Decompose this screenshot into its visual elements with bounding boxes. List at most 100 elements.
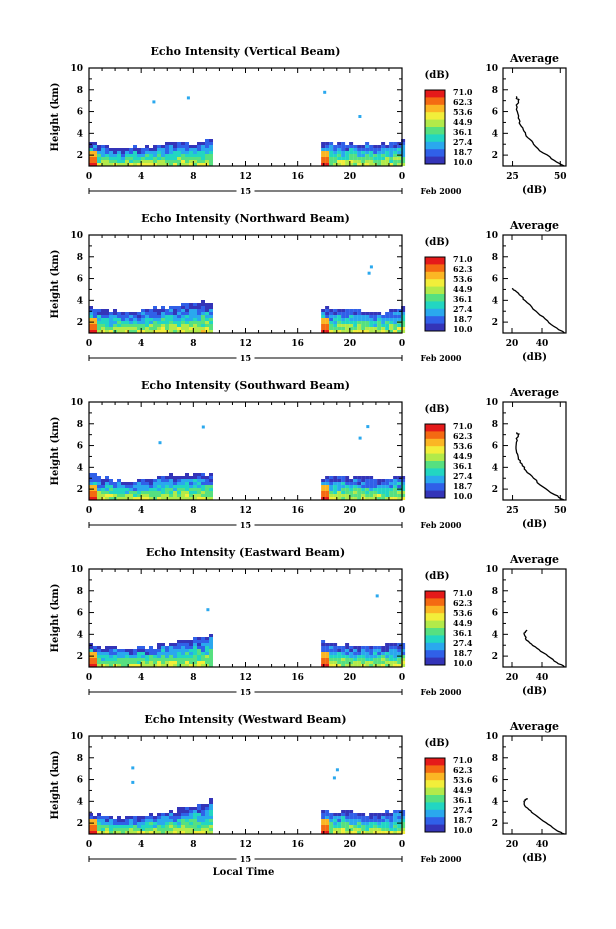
echo-cell xyxy=(117,497,121,500)
echo-cell xyxy=(353,658,358,661)
echo-cell xyxy=(145,315,149,318)
echo-cell xyxy=(341,822,346,825)
echo-cell xyxy=(141,312,145,315)
echo-cell xyxy=(357,485,362,488)
echo-cell xyxy=(185,497,189,500)
echo-cell xyxy=(401,828,406,831)
echo-cell xyxy=(385,643,390,646)
echo-cell xyxy=(401,655,406,658)
echo-cell xyxy=(89,816,93,819)
echo-cell xyxy=(401,324,406,327)
echo-cell xyxy=(369,655,374,658)
echo-cell xyxy=(345,825,350,828)
echo-cell xyxy=(341,497,346,500)
echo-cell xyxy=(377,151,382,154)
average-profile-line xyxy=(511,287,565,334)
echo-cell xyxy=(133,652,137,655)
echo-cell xyxy=(353,828,358,831)
echo-cell xyxy=(129,491,133,494)
echo-cell xyxy=(121,831,125,834)
echo-cell xyxy=(353,646,358,649)
echo-cell xyxy=(141,825,145,828)
echo-cell xyxy=(205,315,209,318)
echo-cell xyxy=(173,157,177,160)
average-profile-line xyxy=(515,96,565,167)
echo-cell xyxy=(193,324,197,327)
echo-cell xyxy=(97,664,101,667)
echo-cell xyxy=(145,822,149,825)
echo-cell xyxy=(173,330,177,333)
echo-cell xyxy=(389,819,394,822)
echo-cell xyxy=(165,160,169,163)
echo-cell xyxy=(345,488,350,491)
echo-cell xyxy=(341,810,346,813)
echo-cell xyxy=(133,488,137,491)
echo-cell xyxy=(349,148,354,151)
echo-cell xyxy=(389,163,394,166)
echo-cell xyxy=(349,816,354,819)
echo-cell xyxy=(337,497,342,500)
panel-2: Echo Intensity (Southward Beam)0 4 8 12 16 20… xyxy=(50,379,567,530)
echo-cell xyxy=(161,318,165,321)
colorbar-label: 10.0 xyxy=(453,825,473,835)
avg-x-label: (dB) xyxy=(522,853,547,864)
heatmap-cells xyxy=(89,265,406,333)
echo-cell xyxy=(153,148,157,151)
echo-cell xyxy=(185,473,189,476)
echo-cell xyxy=(177,497,181,500)
echo-cell xyxy=(321,318,326,321)
x-tick-label: 12 xyxy=(239,673,252,683)
echo-cell xyxy=(109,488,113,491)
echo-cell xyxy=(357,813,362,816)
echo-cell xyxy=(357,661,362,664)
echo-cell xyxy=(341,485,346,488)
echo-cell xyxy=(105,145,109,148)
echo-cell xyxy=(197,312,201,315)
echo-cell xyxy=(397,825,402,828)
echo-cell xyxy=(161,148,165,151)
echo-cell xyxy=(169,321,173,324)
echo-cell xyxy=(193,807,197,810)
echo-cell xyxy=(185,327,189,330)
echo-cell xyxy=(153,324,157,327)
echo-cell xyxy=(121,649,125,652)
echo-cell xyxy=(129,825,133,828)
echo-cell xyxy=(369,649,374,652)
echo-cell xyxy=(157,488,161,491)
echo-cell xyxy=(373,819,378,822)
echo-cell xyxy=(145,163,149,166)
echo-cell xyxy=(157,652,161,655)
echo-cell xyxy=(181,658,185,661)
echo-cell xyxy=(209,828,213,831)
echo-cell xyxy=(129,324,133,327)
colorbar-label: 44.9 xyxy=(453,785,473,795)
echo-cell xyxy=(381,479,386,482)
echo-cell xyxy=(93,822,97,825)
echo-cell xyxy=(353,482,358,485)
echo-cell xyxy=(397,494,402,497)
echo-cell xyxy=(349,160,354,163)
echo-cell xyxy=(325,148,330,151)
echo-cell xyxy=(177,306,181,309)
echo-cell xyxy=(185,652,189,655)
echo-cell xyxy=(189,303,193,306)
echo-cell xyxy=(121,488,125,491)
echo-cell xyxy=(169,816,173,819)
echo-cell xyxy=(149,828,153,831)
echo-cell xyxy=(201,661,205,664)
echo-cell xyxy=(149,315,153,318)
echo-cell xyxy=(325,327,330,330)
echo-cell xyxy=(201,804,205,807)
echo-cell xyxy=(209,652,213,655)
echo-cell xyxy=(205,476,209,479)
echo-cell xyxy=(121,819,125,822)
echo-cell xyxy=(337,476,342,479)
echo-cell xyxy=(193,303,197,306)
echo-cell xyxy=(201,476,205,479)
echo-cell xyxy=(397,151,402,154)
echo-cell xyxy=(333,649,338,652)
echo-cell xyxy=(149,831,153,834)
echo-cell xyxy=(365,655,370,658)
echo-cell xyxy=(153,318,157,321)
